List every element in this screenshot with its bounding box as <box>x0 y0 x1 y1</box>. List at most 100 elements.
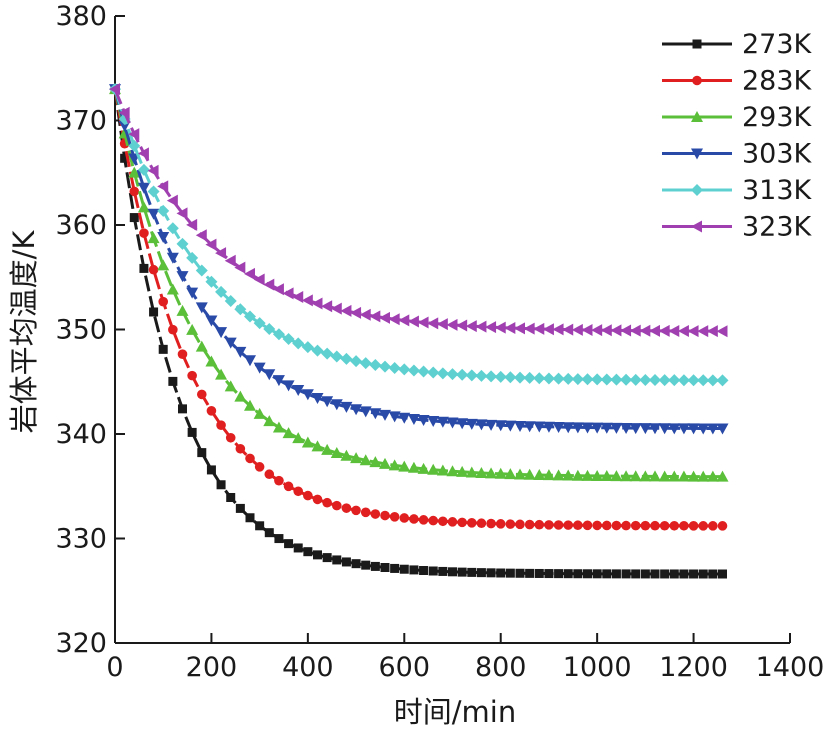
data-point <box>630 520 641 531</box>
data-point <box>244 310 256 323</box>
data-point <box>658 423 671 435</box>
data-point <box>128 166 141 178</box>
data-point <box>407 315 419 328</box>
data-point <box>254 462 265 472</box>
data-point <box>226 492 236 502</box>
data-point <box>166 194 178 207</box>
data-point <box>658 324 670 337</box>
data-point <box>284 539 294 549</box>
data-point <box>293 486 304 497</box>
data-point <box>485 370 498 383</box>
data-point <box>205 315 218 327</box>
data-point <box>688 521 699 531</box>
data-point <box>610 373 623 386</box>
data-point <box>301 294 313 307</box>
data-point <box>457 567 467 577</box>
data-point <box>274 475 284 486</box>
data-point <box>658 374 671 387</box>
data-point <box>419 566 429 576</box>
data-point <box>147 232 160 244</box>
legend-item: 323K <box>662 212 813 243</box>
data-point <box>177 349 188 359</box>
legend-label: 293K <box>742 102 813 133</box>
data-point <box>234 261 246 274</box>
data-point <box>601 520 612 531</box>
data-point <box>388 362 401 375</box>
data-point <box>495 519 506 529</box>
data-point <box>706 325 718 338</box>
data-point <box>139 263 149 273</box>
data-point <box>706 374 719 387</box>
data-point <box>581 323 593 336</box>
data-point <box>505 568 515 578</box>
data-point <box>417 462 430 474</box>
data-point <box>293 543 303 553</box>
data-point <box>428 515 439 526</box>
data-point <box>205 238 217 251</box>
data-point <box>639 470 652 482</box>
data-point <box>496 568 506 578</box>
data-point <box>292 291 304 304</box>
data-point <box>186 323 199 335</box>
data-point <box>467 567 477 577</box>
data-point <box>137 163 150 176</box>
data-point <box>311 440 324 452</box>
x-ticks: 0 200 400 600 800 1000 1200 1400 <box>106 633 824 683</box>
data-point <box>544 520 554 530</box>
series-line <box>113 88 723 431</box>
data-point <box>708 569 718 579</box>
data-point <box>571 422 584 434</box>
data-point <box>407 413 420 425</box>
data-point <box>668 324 680 337</box>
data-point <box>215 285 228 298</box>
data-point <box>610 324 622 337</box>
x-tick-label: 800 <box>475 652 527 683</box>
data-point <box>486 568 496 578</box>
data-point <box>418 515 429 525</box>
data-point <box>263 415 276 427</box>
data-point <box>301 389 314 401</box>
legend-item: 303K <box>662 139 813 170</box>
data-point <box>514 322 525 335</box>
data-point <box>205 355 218 367</box>
data-point <box>322 497 332 508</box>
data-point <box>533 468 546 480</box>
data-point <box>639 324 651 337</box>
data-point <box>282 287 294 300</box>
data-point <box>321 443 334 455</box>
data-point <box>255 521 265 531</box>
data-point <box>562 422 575 434</box>
data-point <box>631 569 641 579</box>
data-point <box>438 516 448 527</box>
legend-label: 273K <box>742 29 813 60</box>
x-tick-label: 1000 <box>563 652 632 683</box>
legend-item: 283K <box>662 66 813 97</box>
series-313K <box>109 83 729 387</box>
series-283K <box>110 84 728 531</box>
data-point <box>216 480 226 490</box>
data-point <box>129 213 139 223</box>
data-point <box>292 385 305 397</box>
data-point <box>370 561 380 571</box>
data-point <box>380 510 390 521</box>
data-point <box>717 521 728 531</box>
data-point <box>380 563 390 573</box>
data-point <box>224 380 237 392</box>
data-point <box>283 481 294 492</box>
data-point <box>573 520 583 531</box>
data-point <box>465 418 478 430</box>
data-point <box>446 368 459 381</box>
data-point <box>562 372 575 385</box>
data-point <box>621 520 631 531</box>
data-point <box>514 420 526 432</box>
data-point <box>504 420 517 432</box>
data-point <box>301 341 314 354</box>
data-point <box>573 569 583 579</box>
data-point <box>708 521 718 531</box>
data-point <box>215 327 228 339</box>
data-point <box>388 411 401 423</box>
data-point <box>485 467 498 479</box>
data-point <box>187 370 197 381</box>
data-point <box>263 323 276 336</box>
data-point <box>253 317 266 330</box>
